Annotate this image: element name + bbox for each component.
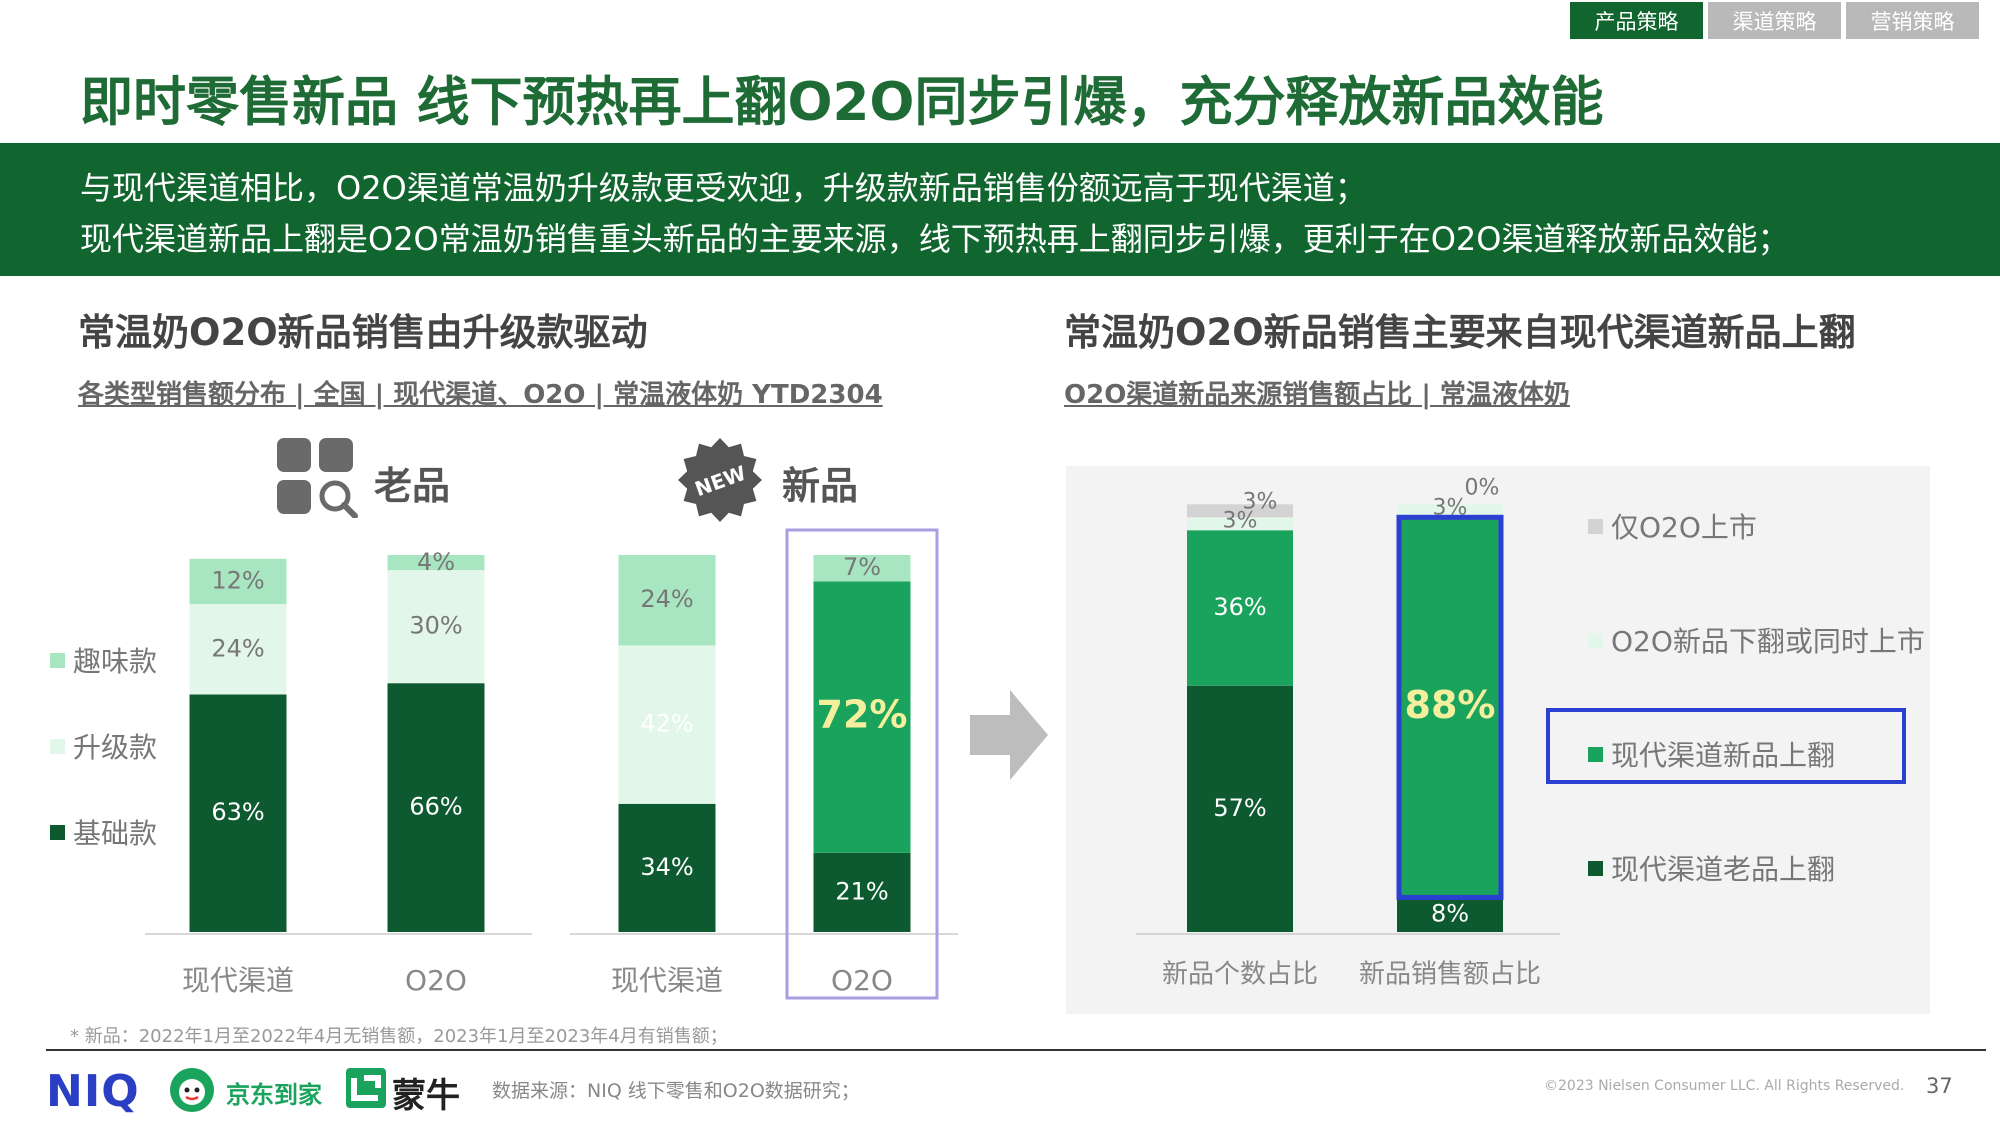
summary-banner: 与现代渠道相比，O2O渠道常温奶升级款更受欢迎，升级款新品销售份额远高于现代渠道… — [0, 143, 2000, 276]
data-label-2-2: 24% — [640, 585, 693, 613]
right-section-subheading: O2O渠道新品来源销售额占比 | 常温液体奶 — [1064, 380, 1570, 410]
legend-basic: 基础款 — [50, 812, 157, 852]
x-tick-label-2: 现代渠道 — [611, 964, 723, 997]
r-x-tick-label-1: 新品销售额占比 — [1359, 960, 1541, 990]
bar-1-3 — [813, 581, 911, 853]
highlight-frame-o2o — [785, 528, 939, 1000]
tab-marketing-strategy[interactable]: 营销策略 — [1846, 2, 1979, 39]
r-data-label-1-0: 36% — [1213, 593, 1266, 621]
r-data-label-2-0: 3% — [1223, 508, 1258, 533]
r-data-label-3-0: 3% — [1243, 489, 1278, 514]
r-data-label-3-1: 0% — [1465, 475, 1500, 500]
tab-product-strategy[interactable]: 产品策略 — [1570, 2, 1703, 39]
footnote: * 新品：2022年1月至2022年4月无销售额，2023年1月至2023年4月… — [70, 1026, 728, 1047]
r-data-label-0-1: 8% — [1431, 900, 1469, 928]
new-badge-icon: NEW — [676, 436, 764, 524]
group-label-old: 老品 — [374, 464, 451, 508]
x-tick-label-1: O2O — [405, 964, 467, 997]
r-x-tick-label-0: 新品个数占比 — [1162, 960, 1318, 990]
niq-logo: NIQ — [46, 1066, 140, 1117]
r-data-label-1-1: 88% — [1405, 683, 1496, 727]
bar-2-2 — [618, 555, 716, 646]
data-label-1-2: 42% — [640, 710, 693, 738]
left-section-subheading: 各类型销售额分布 | 全国 | 现代渠道、O2O | 常温液体奶 YTD2304 — [78, 380, 883, 410]
data-source: 数据来源：NIQ 线下零售和O2O数据研究； — [492, 1080, 860, 1102]
data-label-0-0: 63% — [211, 798, 264, 826]
page-number: 37 — [1926, 1074, 1953, 1098]
bar-0-2 — [618, 803, 716, 932]
data-label-1-1: 30% — [409, 612, 462, 640]
tab-channel-strategy[interactable]: 渠道策略 — [1708, 2, 1841, 39]
mengniu-logo-text: 蒙牛 — [392, 1076, 460, 1116]
legend-o2o-down: O2O新品下翻或同时上市 — [1588, 620, 1925, 660]
bar-1-1 — [387, 570, 485, 684]
data-label-0-1: 66% — [409, 793, 462, 821]
bar-0-0 — [189, 694, 287, 932]
data-label-2-0: 12% — [211, 566, 264, 594]
data-label-0-3: 21% — [835, 877, 888, 905]
left-section-heading: 常温奶O2O新品销售由升级款驱动 — [78, 311, 648, 354]
legend-o2o-only: 仅O2O上市 — [1588, 506, 1757, 546]
legend-upgrade: 升级款 — [50, 726, 157, 766]
jd-logo-text: 京东到家 — [226, 1081, 322, 1109]
grid-search-icon — [277, 438, 359, 519]
bar-1-0 — [189, 604, 287, 695]
banner-line-1: 与现代渠道相比，O2O渠道常温奶升级款更受欢迎，升级款新品销售份额远高于现代渠道… — [80, 169, 1367, 207]
x-tick-label-0: 现代渠道 — [182, 964, 294, 997]
bar-2-3 — [813, 555, 911, 582]
data-label-2-3: 7% — [843, 553, 881, 581]
mengniu-logo-icon — [344, 1066, 388, 1110]
group-label-new: 新品 — [782, 464, 859, 508]
bar-2-1 — [387, 555, 485, 571]
bar-0-3 — [813, 852, 911, 932]
r-bar-1-0 — [1187, 530, 1293, 686]
legend-highlight-box — [1546, 708, 1906, 784]
r-bar-1-1 — [1397, 517, 1503, 898]
bar-2-0 — [189, 558, 287, 605]
legend-modern-old-up: 现代渠道老品上翻 — [1588, 848, 1835, 888]
data-label-1-3: 72% — [817, 693, 908, 737]
copyright: ©2023 Nielsen Consumer LLC. All Rights R… — [1544, 1078, 1905, 1094]
legend-modern-new-up: 现代渠道新品上翻 — [1588, 734, 1835, 774]
jd-mascot-icon — [168, 1066, 216, 1114]
data-label-1-0: 24% — [211, 634, 264, 662]
page-title: 即时零售新品 线下预热再上翻O2O同步引爆，充分释放新品效能 — [80, 72, 1604, 133]
bar-1-2 — [618, 645, 716, 804]
right-section-heading: 常温奶O2O新品销售主要来自现代渠道新品上翻 — [1064, 311, 1856, 354]
right-arrow-icon — [970, 690, 1048, 780]
x-tick-label-3: O2O — [831, 964, 893, 997]
data-label-2-1: 4% — [417, 548, 455, 576]
bar-0-1 — [387, 683, 485, 932]
banner-line-2: 现代渠道新品上翻是O2O常温奶销售重头新品的主要来源，线下预热再上翻同步引爆，更… — [80, 220, 1790, 258]
r-bar-0-1 — [1397, 897, 1503, 932]
highlight-frame-sales — [1396, 514, 1504, 900]
data-label-0-2: 34% — [640, 853, 693, 881]
legend-fun: 趣味款 — [50, 640, 157, 680]
footer-divider — [46, 1049, 1986, 1051]
r-bar-0-0 — [1187, 685, 1293, 932]
r-bar-2-0 — [1187, 517, 1293, 531]
r-bar-3-0 — [1187, 504, 1293, 518]
r-bar-2-1 — [1397, 504, 1503, 518]
r-data-label-0-0: 57% — [1213, 794, 1266, 822]
